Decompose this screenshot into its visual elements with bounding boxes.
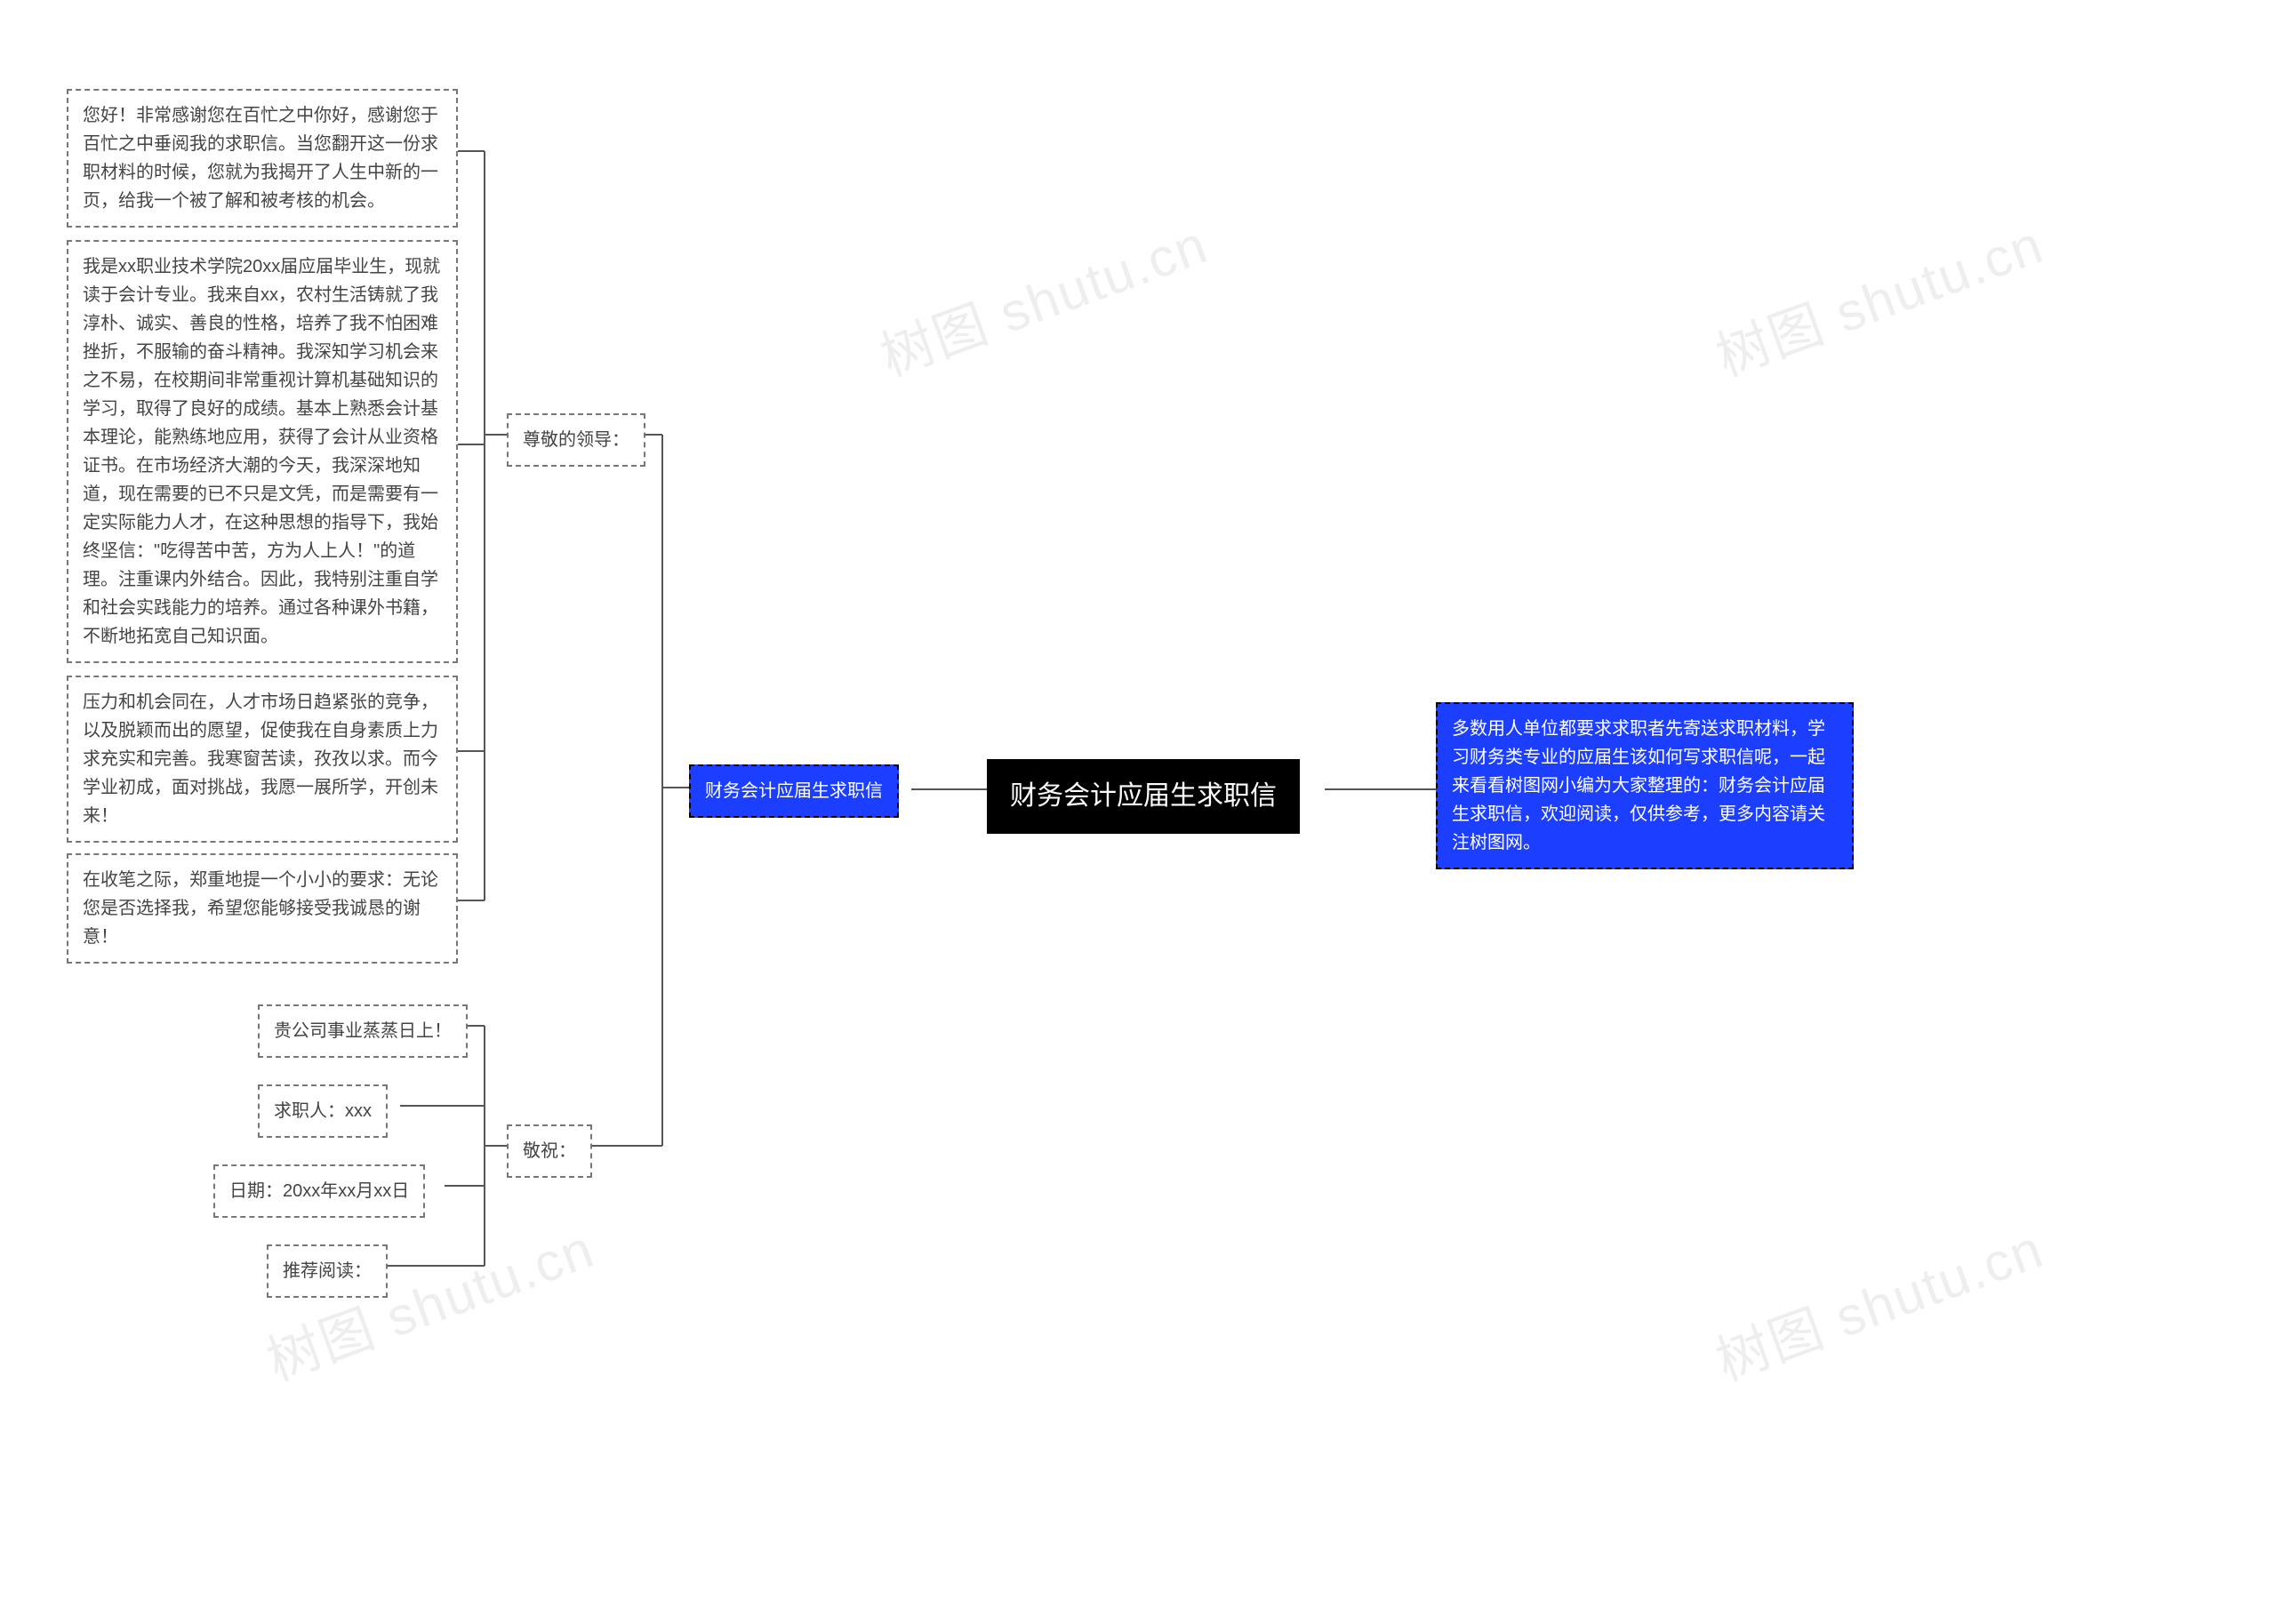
connector <box>485 1145 507 1147</box>
connector <box>645 434 662 436</box>
watermark: 树图 shutu.cn <box>1704 1206 2053 1396</box>
connector <box>484 151 485 435</box>
connector <box>458 900 485 901</box>
node-date[interactable]: 日期：20xx年xx月xx日 <box>213 1164 425 1218</box>
node-applicant[interactable]: 求职人：xxx <box>258 1084 388 1138</box>
node-root[interactable]: 财务会计应届生求职信 <box>987 759 1300 834</box>
connector <box>661 435 663 788</box>
node-jingzhu[interactable]: 敬祝： <box>507 1124 592 1178</box>
node-para3[interactable]: 压力和机会同在，人才市场日趋紧张的竞争，以及脱颖而出的愿望，促使我在自身素质上力… <box>67 676 458 843</box>
connector <box>387 1265 485 1267</box>
connector <box>484 1106 485 1146</box>
watermark: 树图 shutu.cn <box>1704 202 2053 392</box>
connector <box>445 1185 485 1187</box>
connector <box>662 787 689 788</box>
node-recommend[interactable]: 推荐阅读： <box>267 1244 388 1298</box>
connector <box>661 788 663 1146</box>
node-greeting[interactable]: 尊敬的领导： <box>507 413 645 467</box>
connector <box>484 435 485 900</box>
connector <box>400 1105 485 1107</box>
connector <box>485 434 507 436</box>
node-right_desc[interactable]: 多数用人单位都要求求职者先寄送求职材料，学习财务类专业的应届生该如何写求职信呢，… <box>1436 702 1854 869</box>
node-wish[interactable]: 贵公司事业蒸蒸日上！ <box>258 1004 468 1058</box>
node-left_title[interactable]: 财务会计应届生求职信 <box>689 764 899 818</box>
watermark: 树图 shutu.cn <box>255 1206 604 1396</box>
connector <box>484 1146 485 1266</box>
connector <box>458 750 485 752</box>
node-para2[interactable]: 我是xx职业技术学院20xx届应届毕业生，现就读于会计专业。我来自xx，农村生活… <box>67 240 458 663</box>
node-para4[interactable]: 在收笔之际，郑重地提一个小小的要求：无论您是否选择我，希望您能够接受我诚恳的谢意… <box>67 853 458 964</box>
connector <box>1325 788 1436 790</box>
connector <box>458 444 485 445</box>
connector <box>911 788 987 790</box>
connector <box>458 150 485 152</box>
connector <box>591 1145 662 1147</box>
node-para1[interactable]: 您好！非常感谢您在百忙之中你好，感谢您于百忙之中垂阅我的求职信。当您翻开这一份求… <box>67 89 458 228</box>
watermark: 树图 shutu.cn <box>869 202 1217 392</box>
